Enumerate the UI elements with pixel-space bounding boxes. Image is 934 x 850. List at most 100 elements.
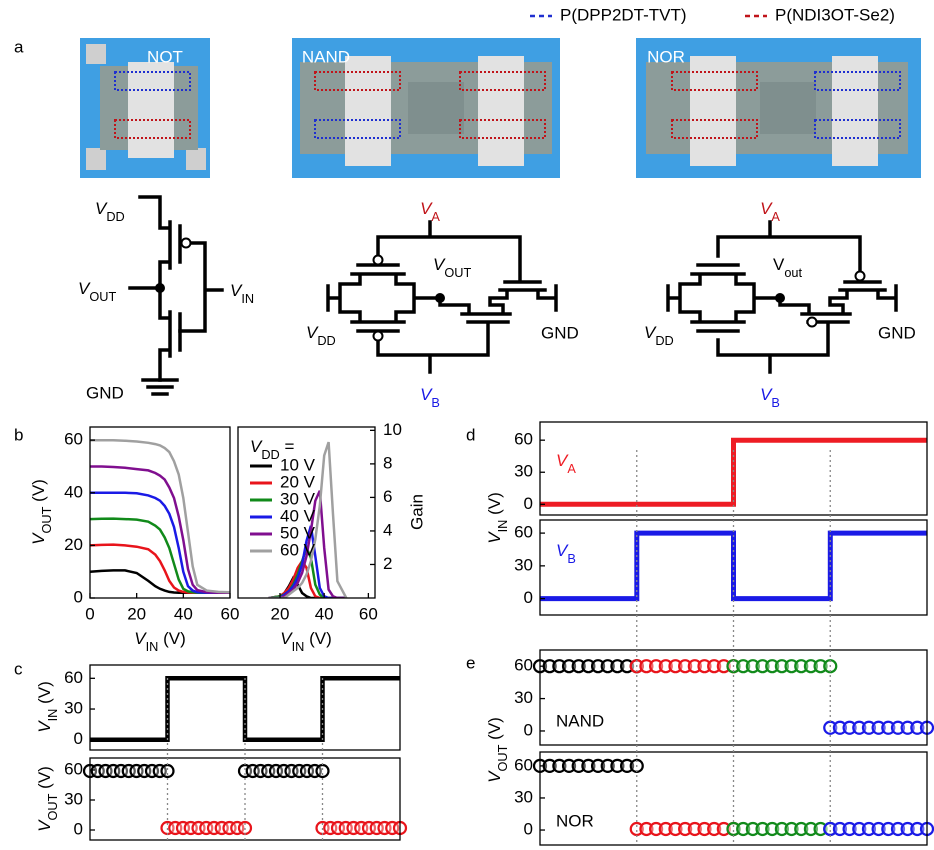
- marker: [842, 821, 857, 837]
- y-tick-label: 0: [74, 587, 83, 606]
- marker: [600, 758, 615, 773]
- label-part: IN: [495, 520, 510, 533]
- plot: 0 30 60 VOUT (V): [35, 757, 408, 841]
- vout-label: VOUT: [78, 279, 116, 303]
- marker: [871, 821, 886, 837]
- legend-entry: 50 V: [280, 523, 316, 542]
- label-part: V: [420, 199, 433, 218]
- marker: [687, 821, 702, 837]
- y-tick-label: 30: [514, 787, 533, 806]
- inverter-bubble: [372, 330, 384, 342]
- marker: [552, 659, 567, 674]
- x-tick-label: 0: [85, 604, 94, 623]
- label-part: V: [35, 819, 54, 832]
- panel-label: a: [14, 37, 24, 56]
- label-part: V: [760, 199, 773, 218]
- marker: [803, 659, 819, 674]
- label-part: V: [644, 323, 657, 342]
- marker: [765, 821, 780, 837]
- x-tick-label: 20: [127, 604, 146, 623]
- marker: [648, 821, 664, 837]
- vout-label: Vout: [773, 255, 803, 279]
- label-part: V: [485, 770, 504, 783]
- panel-label: d: [466, 425, 475, 444]
- marker: [571, 758, 586, 773]
- label-part: DD: [261, 447, 279, 462]
- annotation: VB: [556, 541, 576, 565]
- marker: [784, 821, 799, 837]
- marker: [707, 659, 722, 674]
- marker: [590, 758, 606, 773]
- series-line: [90, 465, 230, 594]
- y-tick-label: 10: [383, 420, 402, 439]
- label-part: A: [771, 209, 780, 224]
- plot-frame: [89, 426, 231, 599]
- series-line: [540, 437, 927, 507]
- series-line: [268, 558, 347, 598]
- label-part: DD: [106, 209, 124, 224]
- y-tick-label: 8: [383, 453, 392, 472]
- x-tick-label: 40: [315, 604, 334, 623]
- label-part: B: [771, 395, 780, 410]
- y-axis-label: VIN (V): [485, 492, 509, 543]
- label-part: DD: [317, 333, 335, 348]
- marker: [687, 659, 702, 674]
- marker: [832, 821, 848, 837]
- label-part: OUT: [39, 506, 54, 533]
- y-tick-label: 0: [524, 720, 533, 739]
- marker: [852, 821, 867, 837]
- y-tick-label: 0: [524, 494, 533, 513]
- annotation: VA: [556, 451, 576, 475]
- vdd-label: VDD: [306, 323, 336, 347]
- y-tick-label: 30: [64, 789, 83, 808]
- marker: [619, 659, 635, 674]
- marker: [832, 720, 848, 735]
- marker: [590, 659, 606, 674]
- label-part: DD: [655, 333, 673, 348]
- marker: [736, 659, 751, 674]
- label-part: IN: [45, 709, 60, 722]
- panel-label: e: [466, 653, 475, 672]
- marker: [881, 720, 896, 735]
- marker: [678, 821, 693, 837]
- marker: [890, 821, 906, 837]
- marker: [716, 821, 731, 837]
- marker: [765, 659, 780, 674]
- marker: [581, 758, 596, 773]
- plot: 0 30 60 VIN (V): [35, 664, 401, 751]
- label-part: B: [431, 395, 440, 410]
- series-line: [268, 441, 348, 598]
- label-part: V: [95, 199, 108, 218]
- legend-entry: P(NDI3OT-Se2): [775, 5, 895, 24]
- marker: [910, 821, 925, 837]
- marker: [900, 720, 915, 735]
- photo-not: [80, 38, 210, 178]
- photo-label: NOT: [147, 47, 183, 66]
- label-part: V: [773, 255, 785, 274]
- annotation: NAND: [556, 711, 604, 730]
- marker: [813, 659, 828, 674]
- marker: [648, 659, 664, 674]
- marker: [639, 821, 654, 837]
- panel-label: c: [14, 659, 23, 678]
- marker: [629, 821, 644, 837]
- label-part: V: [134, 629, 147, 648]
- gnd-label: GND: [878, 323, 916, 342]
- marker: [794, 821, 809, 837]
- marker: [552, 758, 567, 773]
- y-axis-label: Gain: [407, 494, 426, 530]
- y-axis-label: VOUT (V): [29, 479, 53, 545]
- photo-nor: [636, 38, 921, 178]
- series-line: [90, 543, 230, 594]
- y-tick-label: 30: [64, 699, 83, 718]
- x-axis-label: VIN (V): [280, 629, 331, 653]
- marker: [658, 821, 673, 837]
- y-axis-label: VIN (V): [35, 681, 59, 732]
- marker: [813, 821, 828, 837]
- label-part: (V): [485, 717, 504, 744]
- marker: [561, 659, 577, 674]
- label-part: (V): [485, 492, 504, 519]
- vb-label: VB: [760, 385, 780, 409]
- marker: [315, 763, 330, 779]
